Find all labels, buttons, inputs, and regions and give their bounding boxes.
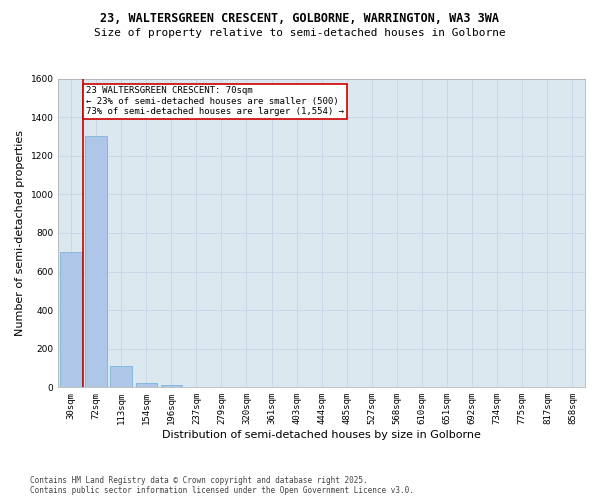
Bar	[161, 386, 182, 388]
Y-axis label: Number of semi-detached properties: Number of semi-detached properties	[15, 130, 25, 336]
Text: 23, WALTERSGREEN CRESCENT, GOLBORNE, WARRINGTON, WA3 3WA: 23, WALTERSGREEN CRESCENT, GOLBORNE, WAR…	[101, 12, 499, 26]
X-axis label: Distribution of semi-detached houses by size in Golborne: Distribution of semi-detached houses by …	[162, 430, 481, 440]
Text: 23 WALTERSGREEN CRESCENT: 70sqm
← 23% of semi-detached houses are smaller (500)
: 23 WALTERSGREEN CRESCENT: 70sqm ← 23% of…	[86, 86, 344, 116]
Text: Contains HM Land Registry data © Crown copyright and database right 2025.
Contai: Contains HM Land Registry data © Crown c…	[30, 476, 414, 495]
Bar	[136, 384, 157, 388]
Text: Size of property relative to semi-detached houses in Golborne: Size of property relative to semi-detach…	[94, 28, 506, 38]
Bar	[85, 136, 107, 388]
Bar	[110, 366, 132, 388]
Bar	[60, 252, 82, 388]
